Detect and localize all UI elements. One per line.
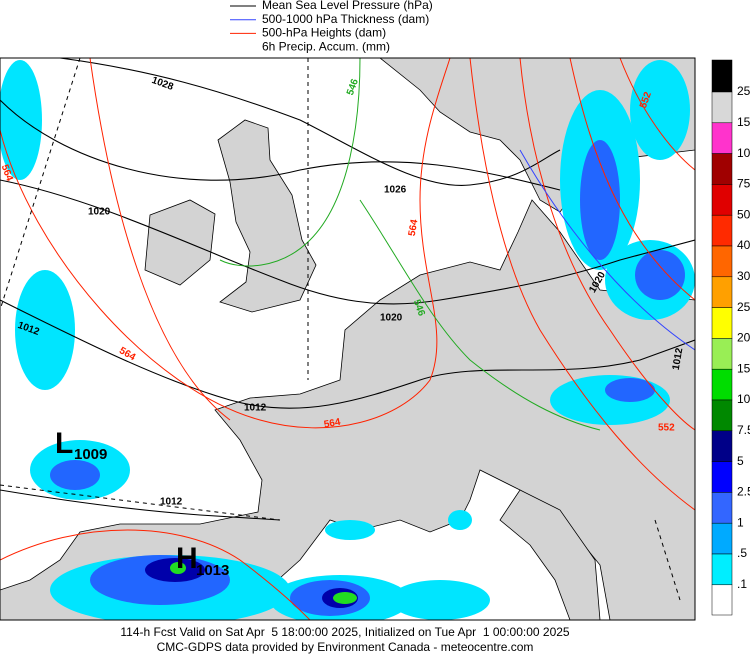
pressure-label: 1026 <box>384 185 407 196</box>
pressure-contours <box>0 58 695 521</box>
legend-label: Mean Sea Level Pressure (hPa) <box>262 0 433 12</box>
colorbar-swatch <box>711 307 733 339</box>
height-label: 564 <box>407 218 421 237</box>
colorbar-swatch <box>711 122 733 154</box>
colorbar-label: 75 <box>737 177 750 191</box>
colorbar-swatch <box>711 368 733 401</box>
colorbar-label: 25 <box>737 300 750 314</box>
colorbar-label: 100 <box>737 146 750 160</box>
colorbar-label: 40 <box>737 238 750 252</box>
colorbar-label: .1 <box>737 577 747 591</box>
colorbar-label: 5 <box>737 454 744 468</box>
colorbar-swatch <box>711 399 733 432</box>
footer-line: 114-h Fcst Valid on Sat Apr 5 18:00:00 2… <box>120 625 570 639</box>
colorbar-label: .5 <box>737 546 747 560</box>
colorbar-swatch <box>711 276 733 308</box>
colorbar-swatch <box>711 214 733 247</box>
colorbar: 250 150 100 75 50 40 30 25 20 15 10 7.5 5 2.5 1 .5 .1 <box>711 59 750 616</box>
footer-line: CMC-GDPS data provided by Environment Ca… <box>157 640 534 654</box>
height-label: 552 <box>658 423 675 434</box>
colorbar-label: 7.5 <box>737 423 750 437</box>
height-contours <box>0 58 695 620</box>
pressure-label: 1012 <box>160 497 183 508</box>
colorbar-swatch <box>711 492 733 524</box>
colorbar-swatch <box>711 584 733 616</box>
height-label: 564 <box>0 163 15 183</box>
colorbar-swatch <box>711 245 733 278</box>
legend: Mean Sea Level Pressure (hPa)500-1000 hP… <box>230 0 433 53</box>
legend-label: 6h Precip. Accum. (mm) <box>262 39 390 53</box>
colorbar-swatch <box>711 430 733 462</box>
high-value: 1013 <box>196 562 229 579</box>
colorbar-swatch <box>711 338 733 370</box>
pressure-label: 1020 <box>380 313 403 324</box>
colorbar-label: 250 <box>737 84 750 98</box>
colorbar-label: 15 <box>737 361 750 375</box>
legend-label: 500-1000 hPa Thickness (dam) <box>262 12 429 26</box>
colorbar-label: 30 <box>737 269 750 283</box>
colorbar-label: 10 <box>737 392 750 406</box>
colorbar-label: 20 <box>737 331 750 345</box>
colorbar-swatch <box>711 553 733 586</box>
pressure-label: 1020 <box>88 207 111 218</box>
low-letter: L <box>55 427 73 460</box>
legend-label: 500-hPa Heights (dam) <box>262 26 386 40</box>
colorbar-swatch <box>711 461 733 493</box>
colorbar-label: 1 <box>737 515 744 529</box>
colorbar-swatch <box>711 59 733 93</box>
colorbar-swatch <box>711 184 733 216</box>
height-label: 564 <box>323 417 342 431</box>
colorbar-label: 2.5 <box>737 485 750 499</box>
colorbar-swatch <box>711 91 733 124</box>
colorbar-swatch <box>711 522 733 555</box>
colorbar-label: 150 <box>737 115 750 129</box>
pressure-label: 1012 <box>244 403 267 414</box>
map: 1028 1026 1020 1020 1012 1012 1012 1012 … <box>0 58 695 620</box>
high-letter: H <box>176 542 198 575</box>
low-value: 1009 <box>74 446 107 463</box>
pressure-label: 1012 <box>671 347 686 371</box>
colorbar-label: 50 <box>737 207 750 221</box>
colorbar-swatch <box>711 153 733 185</box>
